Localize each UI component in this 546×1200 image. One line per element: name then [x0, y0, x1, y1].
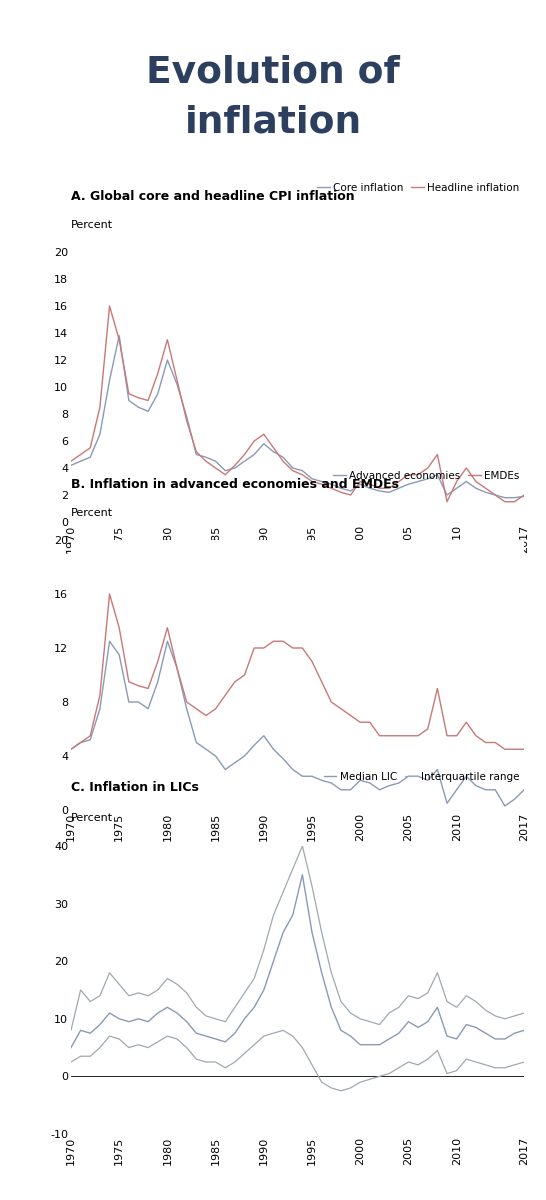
- Text: Evolution of
inflation: Evolution of inflation: [146, 55, 400, 140]
- Legend: Core inflation, Headline inflation: Core inflation, Headline inflation: [313, 179, 524, 197]
- Text: Percent: Percent: [71, 221, 113, 230]
- Text: Percent: Percent: [71, 812, 113, 823]
- Text: Percent: Percent: [71, 509, 113, 518]
- Legend: Advanced economies, EMDEs: Advanced economies, EMDEs: [329, 467, 524, 485]
- Text: C. Inflation in LICs: C. Inflation in LICs: [71, 781, 199, 794]
- Text: B. Inflation in advanced economies and EMDEs: B. Inflation in advanced economies and E…: [71, 479, 399, 492]
- Text: A. Global core and headline CPI inflation: A. Global core and headline CPI inflatio…: [71, 191, 354, 203]
- Legend: Median LIC, Interquartile range: Median LIC, Interquartile range: [320, 768, 524, 786]
